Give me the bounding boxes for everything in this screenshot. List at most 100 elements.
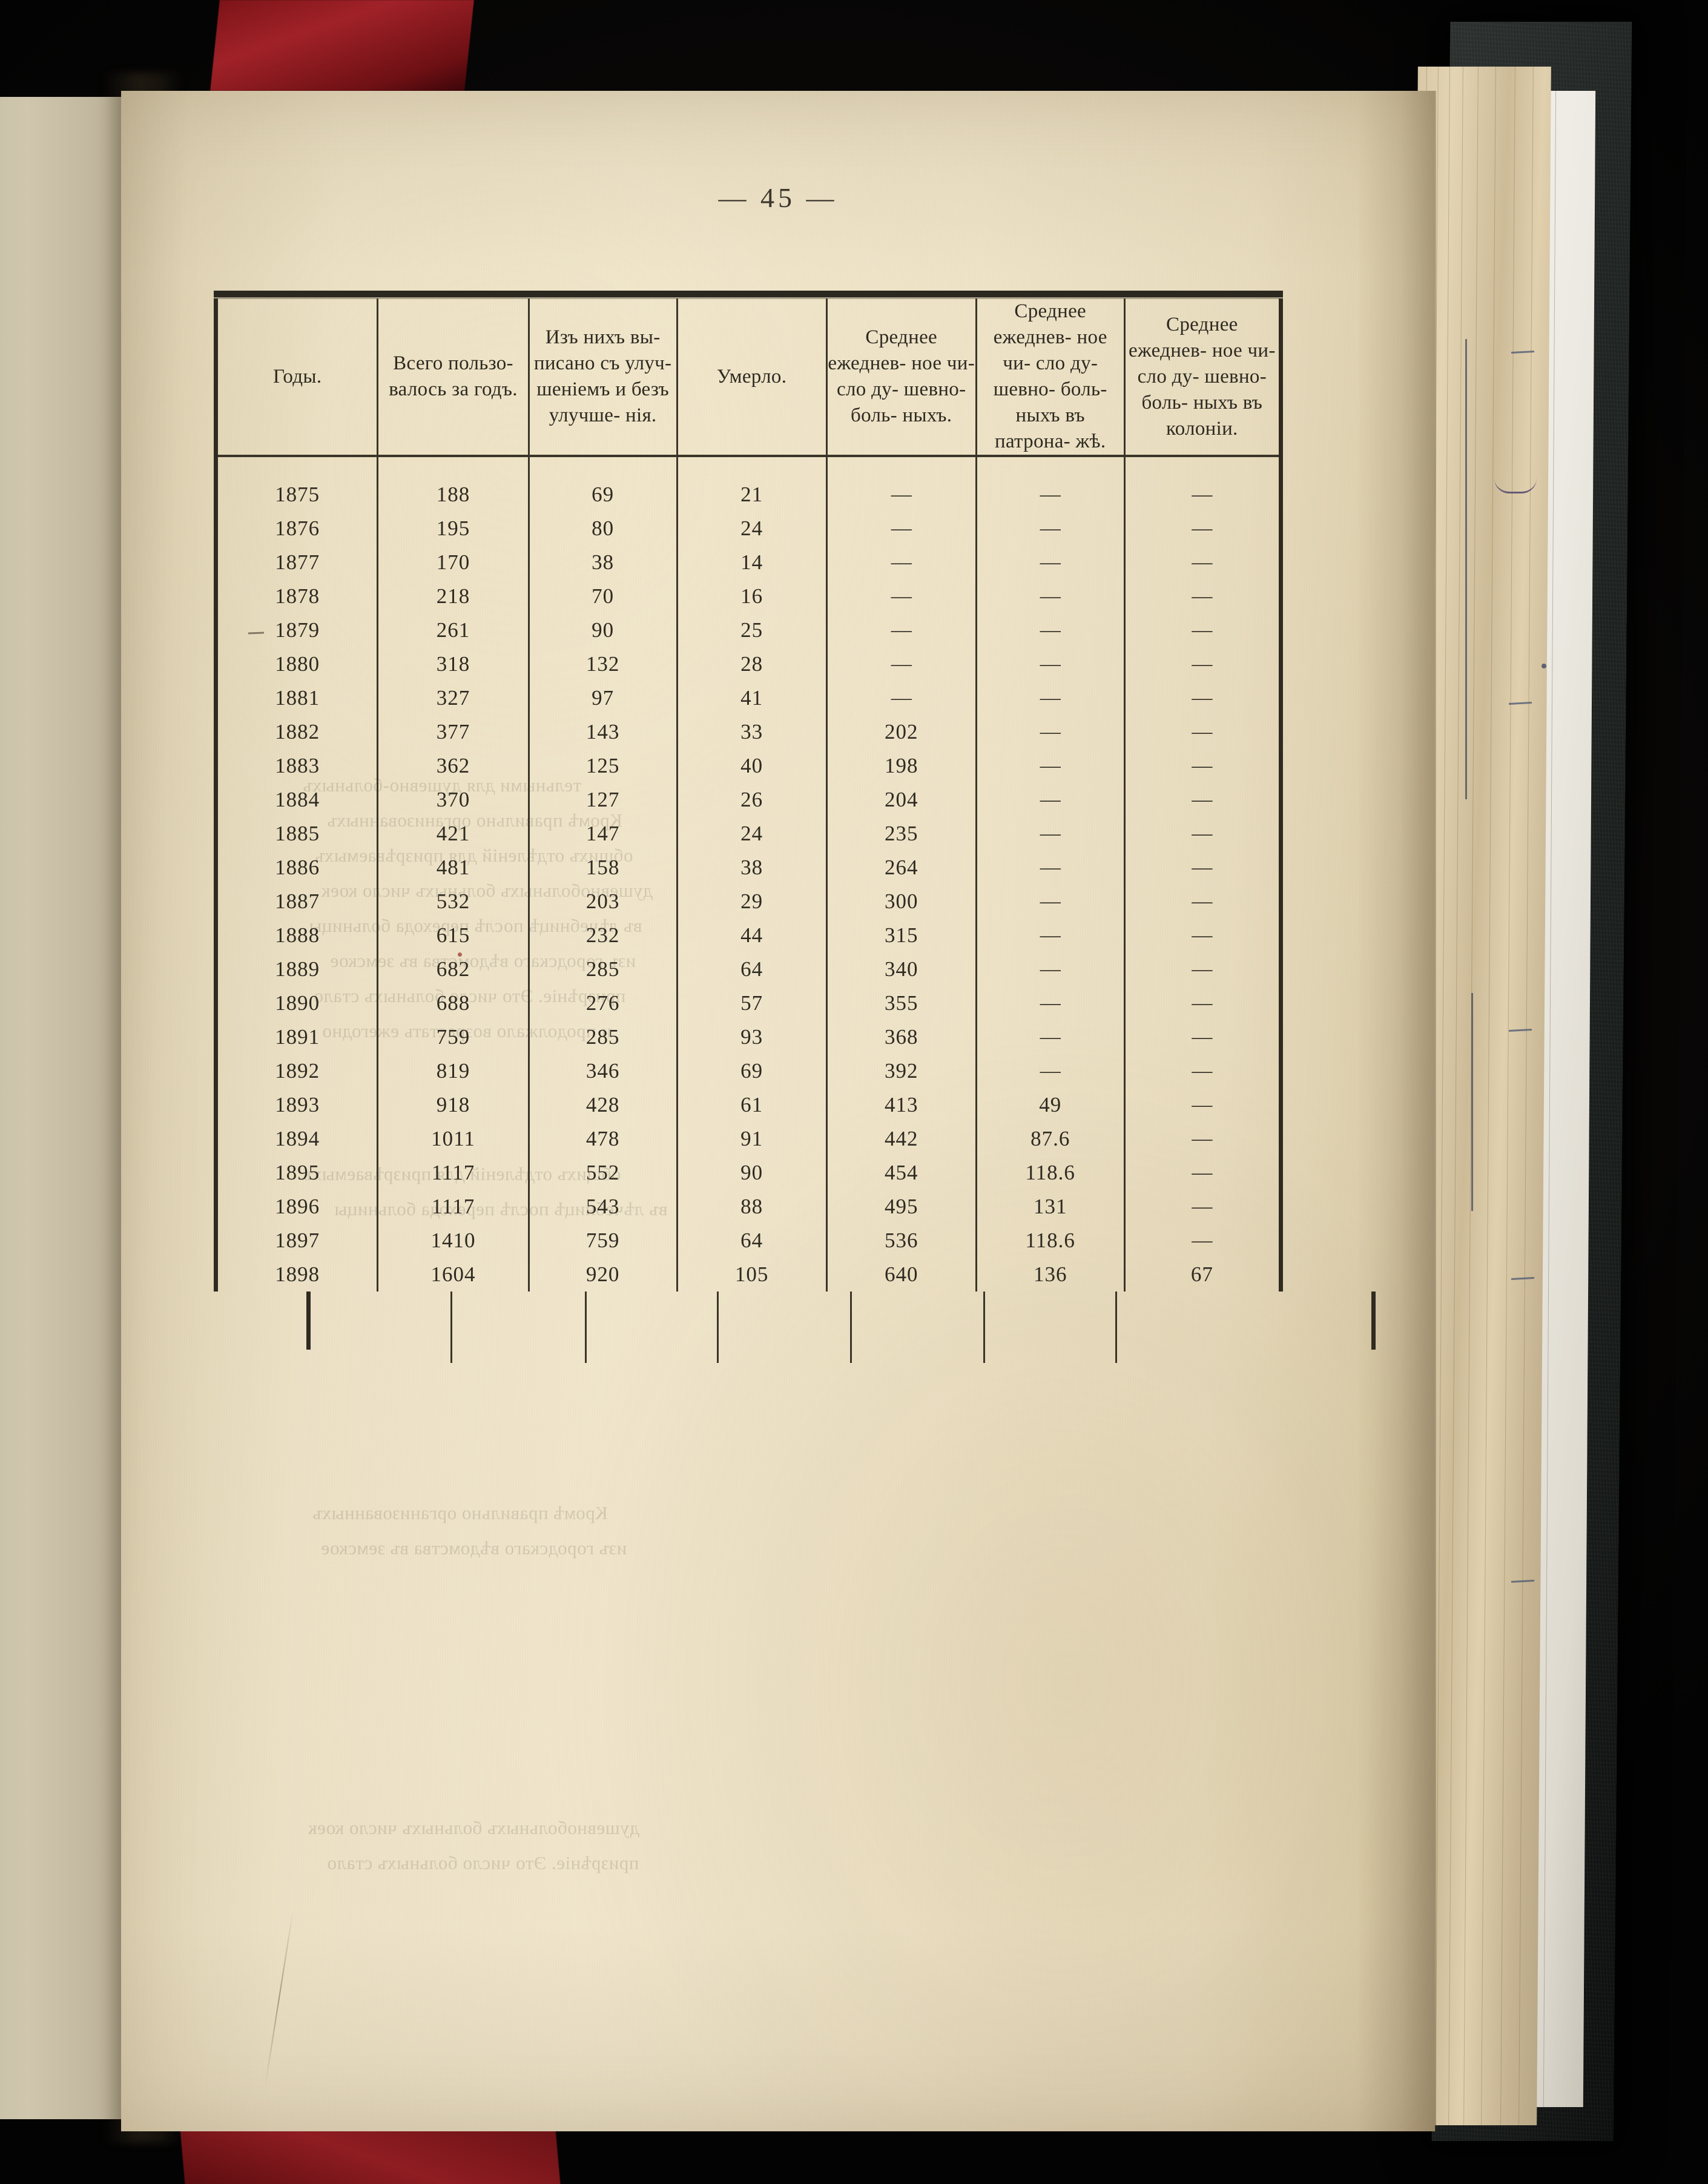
cell-avg-patronage: — [975, 952, 1126, 986]
page-edge-shading [1357, 91, 1436, 2131]
column-header-avg-colony: Среднее ежеднев- ное чи- сло ду- шевно- … [1123, 299, 1284, 456]
cell-year: 1879 [213, 613, 379, 647]
table-row: 1898 1604 920 105 640 136 67 [213, 1258, 1284, 1292]
table-row: 1896 1117 543 88 495 131— [213, 1190, 1284, 1224]
cell-died: 24 [676, 512, 828, 546]
cell-total-year: 377 [377, 715, 530, 749]
cell-total-year: 370 [377, 783, 530, 817]
cell-died: 26 [676, 783, 828, 817]
cell-avg-daily: 536 [825, 1224, 977, 1258]
cell-total-year: 1011 [377, 1122, 530, 1156]
cell-avg-daily: — [825, 512, 977, 546]
margin-pencil-curve [1494, 478, 1537, 493]
cell-total-year: 481 [377, 851, 530, 885]
cell-avg-patronage: — [975, 749, 1126, 783]
cell-total-year: 1604 [377, 1258, 530, 1292]
table-row: 1879 261 90 25— — — [213, 613, 1284, 647]
facing-page-ghost-text: ь о . ; - ъ , и е ! . [0, 412, 4, 618]
cell-discharged: 276 [527, 986, 678, 1020]
cell-avg-patronage: — [975, 885, 1126, 919]
cell-avg-colony: — [1123, 919, 1284, 952]
cell-year: 1886 [213, 851, 379, 885]
cell-died: 57 [676, 986, 828, 1020]
cell-discharged: 759 [527, 1224, 678, 1258]
cell-avg-daily: — [825, 647, 977, 681]
table-row: 1882 377 143 33 202— — [213, 715, 1284, 749]
cell-died: 88 [676, 1190, 828, 1224]
cell-avg-daily: — [825, 456, 977, 512]
cell-total-year: 218 [377, 579, 530, 613]
cell-total-year: 918 [377, 1088, 530, 1122]
cell-avg-patronage: — [975, 986, 1126, 1020]
cell-total-year: 1410 [377, 1224, 530, 1258]
cell-avg-daily: 340 [825, 952, 977, 986]
table-row: 1880 318 132 28— — — [213, 647, 1284, 681]
cell-avg-patronage: — [975, 456, 1126, 512]
cell-year: 1892 [213, 1054, 379, 1088]
cell-year: 1878 [213, 579, 379, 613]
margin-vertical-rule [1465, 339, 1467, 799]
cell-discharged: 147 [527, 817, 678, 851]
table-row: 1890 688 276 57 355— — [213, 986, 1284, 1020]
cell-avg-colony: — [1123, 1190, 1284, 1224]
cell-discharged: 38 [527, 546, 678, 579]
cell-avg-daily: 204 [825, 783, 977, 817]
cell-discharged: 552 [527, 1156, 678, 1190]
column-header-died: Умерло. [676, 299, 828, 456]
cell-discharged: 80 [527, 512, 678, 546]
cell-avg-patronage: — [975, 783, 1126, 817]
cell-avg-patronage: 136 [975, 1258, 1126, 1292]
cell-died: 69 [676, 1054, 828, 1088]
column-header-avg-patronage: Среднее ежеднев- ное чи- сло ду- шевно- … [975, 299, 1126, 456]
margin-dot [1541, 664, 1546, 668]
cell-avg-colony: — [1123, 851, 1284, 885]
table-row: 1888 615 232 44 315— — [213, 919, 1284, 952]
table-header: Годы. Всего пользо- валось за годъ. Изъ … [213, 299, 1284, 456]
table-row: 1897 1410 759 64 536 118.6— [213, 1224, 1284, 1258]
cell-avg-patronage: 49 [975, 1088, 1126, 1122]
cell-discharged: 543 [527, 1190, 678, 1224]
cell-total-year: 615 [377, 919, 530, 952]
page-number: — 45 — [718, 182, 838, 213]
cell-died: 29 [676, 885, 828, 919]
cell-year: 1898 [213, 1258, 379, 1292]
cell-avg-colony: — [1123, 647, 1284, 681]
cell-discharged: 132 [527, 647, 678, 681]
cell-discharged: 70 [527, 579, 678, 613]
cell-avg-colony: — [1123, 715, 1284, 749]
cell-died: 105 [676, 1258, 828, 1292]
cell-avg-patronage: — [975, 919, 1126, 952]
cell-total-year: 318 [377, 647, 530, 681]
table-row: 1877 170 38 14— — — [213, 546, 1284, 579]
table-row: 1895 1117 552 90 454 118.6— [213, 1156, 1284, 1190]
cell-avg-colony: — [1123, 546, 1284, 579]
table-rule-tails [306, 1292, 1376, 1364]
pencil-streak [264, 1908, 294, 2088]
cell-avg-daily: 198 [825, 749, 977, 783]
cell-died: 21 [676, 456, 828, 512]
cell-total-year: 759 [377, 1020, 530, 1054]
table-row: 1881 327 97 41— — — [213, 681, 1284, 715]
cell-year: 1895 [213, 1156, 379, 1190]
cell-discharged: 97 [527, 681, 678, 715]
cell-year: 1897 [213, 1224, 379, 1258]
cell-avg-patronage: — [975, 512, 1126, 546]
cell-avg-daily: 454 [825, 1156, 977, 1190]
cell-year: 1896 [213, 1190, 379, 1224]
cell-avg-patronage: 118.6 [975, 1156, 1126, 1190]
cell-died: 28 [676, 647, 828, 681]
cell-year: 1875 [213, 456, 379, 512]
cell-died: 61 [676, 1088, 828, 1122]
cell-died: 14 [676, 546, 828, 579]
cell-year: 1876 [213, 512, 379, 546]
table-row: 1893 918 428 61 413 49— [213, 1088, 1284, 1122]
cell-avg-daily: 392 [825, 1054, 977, 1088]
cell-avg-colony: — [1123, 749, 1284, 783]
cell-avg-daily: 640 [825, 1258, 977, 1292]
column-header-discharged: Изъ нихъ вы- писано съ улуч- шеніемъ и б… [527, 299, 678, 456]
cell-avg-patronage: — [975, 681, 1126, 715]
cell-avg-patronage: — [975, 647, 1126, 681]
cell-total-year: 362 [377, 749, 530, 783]
cell-year: 1883 [213, 749, 379, 783]
cell-discharged: 478 [527, 1122, 678, 1156]
